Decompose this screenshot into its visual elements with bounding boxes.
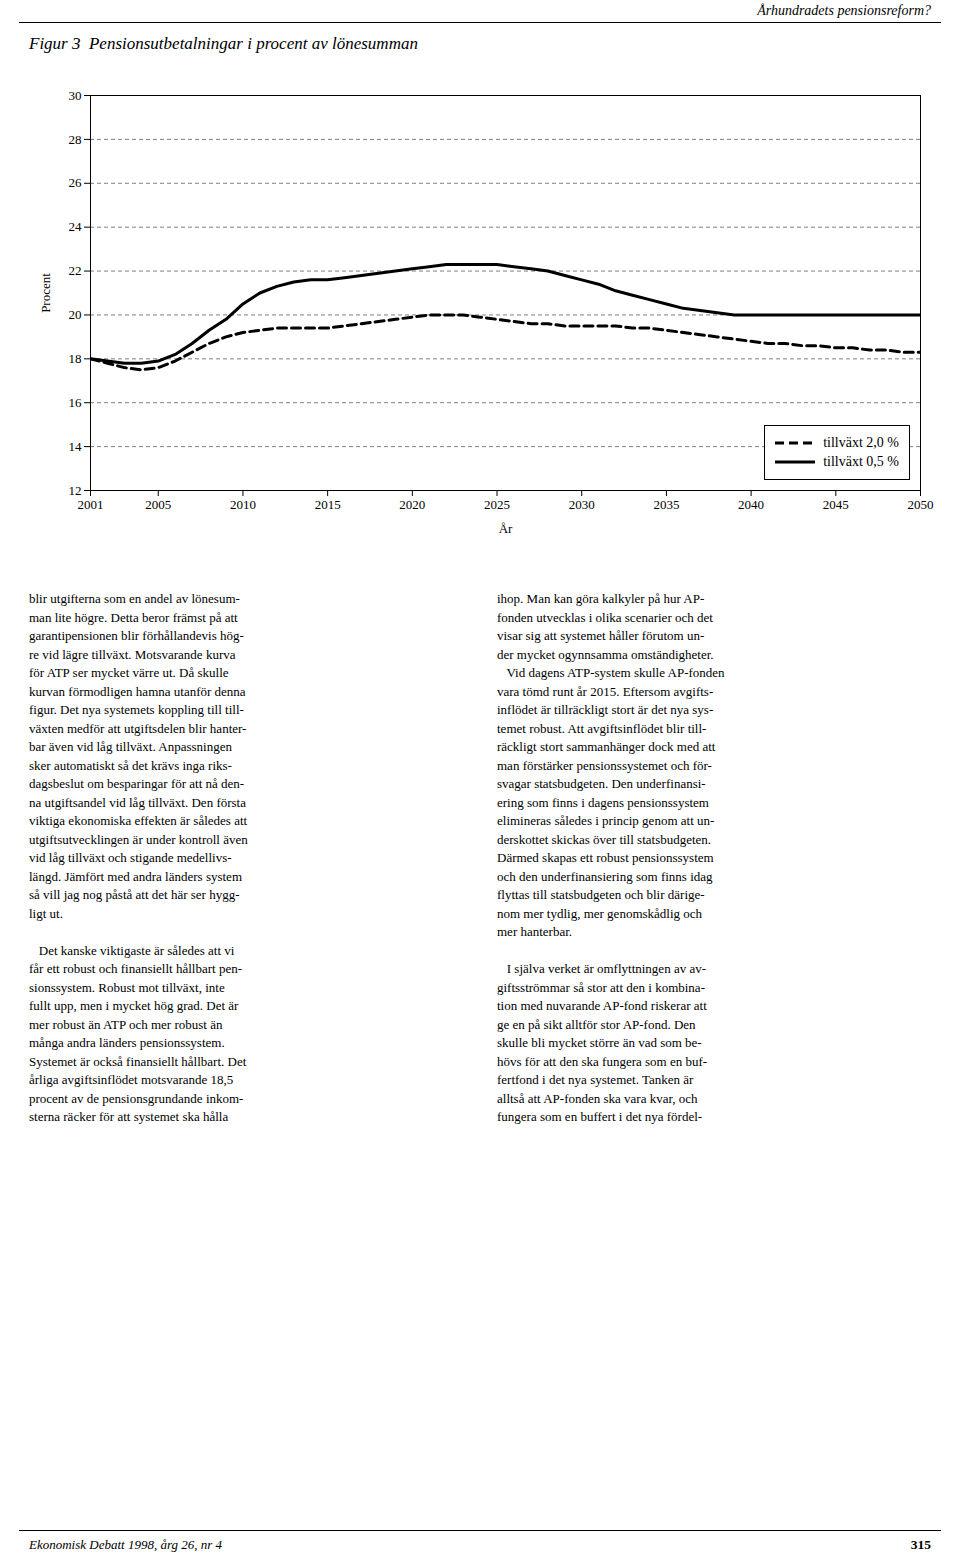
- html-text:många andra länders pensionssy: många andra länders pensionssystem.: [29, 1035, 225, 1050]
- html-text:mer robust än ATP och mer robu: mer robust än ATP och mer robust än: [29, 1016, 223, 1032]
- svg-text:14: 14: [69, 439, 83, 454]
- html-text:ihop. Man kan göra kalkyler på: ihop. Man kan göra kalkyler på hur AP-: [497, 591, 705, 606]
- svg-text:12: 12: [69, 483, 82, 498]
- html-text:vid låg tillväxt och stigande: vid låg tillväxt och stigande medellivs-: [29, 850, 232, 865]
- html-text:Århundradets pensionsreform?: Århundradets pensionsreform?: [757, 3, 931, 18]
- html-text:årliga avgiftsinflödet motsvar: årliga avgiftsinflödet motsvarande 18,5: [29, 1072, 234, 1087]
- html-text:Därmed skapas ett robust pensi: Därmed skapas ett robust pensionssystem: [497, 850, 714, 865]
- html-text:och den underfinansiering som: och den underfinansiering som finns idag: [497, 868, 713, 884]
- html-text:viktiga ekonomiska effekten är: viktiga ekonomiska effekten är således a…: [29, 813, 248, 828]
- html-text:derskottet skickas över till s: derskottet skickas över till statsbudget…: [497, 831, 712, 847]
- svg-text:Procent: Procent: [38, 273, 53, 313]
- html-text:man lite högre. Detta beror fr: man lite högre. Detta beror främst på at…: [29, 609, 238, 625]
- svg-text:2035: 2035: [653, 497, 679, 512]
- svg-text:2005: 2005: [145, 497, 171, 512]
- html-text:fullt upp, men i mycket hög gr: fullt upp, men i mycket hög grad. Det är: [29, 998, 239, 1013]
- html-text:växten medför att utgiftsdelen: växten medför att utgiftsdelen blir hant…: [29, 720, 247, 736]
- svg-text:2040: 2040: [738, 497, 764, 512]
- html-text:dagsbeslut om besparingar för: dagsbeslut om besparingar för att nå den…: [29, 776, 245, 791]
- html-text:längd. Jämfört med andra lände: längd. Jämfört med andra länders system: [29, 868, 242, 884]
- html-text:fertfond i det nya systemet. T: fertfond i det nya systemet. Tanken är: [497, 1072, 694, 1087]
- html-text:Systemet är också finansiellt: Systemet är också finansiellt hållbart. …: [29, 1053, 247, 1069]
- html-text:I själva verket är omflyttning: I själva verket är omflyttningen av av-: [497, 961, 706, 976]
- html-text:fungera som en buffert i det n: fungera som en buffert i det nya fördel-: [497, 1109, 703, 1124]
- html-text:vara tömd runt år 2015. Efters: vara tömd runt år 2015. Eftersom avgifts…: [497, 683, 714, 699]
- html-text:inflödet är tillräckligt stort: inflödet är tillräckligt stort är det ny…: [497, 702, 714, 717]
- html-text:sker automatiskt så det krävs: sker automatiskt så det krävs inga riks-: [29, 757, 232, 773]
- svg-text:2045: 2045: [823, 497, 849, 512]
- html-text:315: 315: [910, 1537, 931, 1552]
- svg-text:18: 18: [69, 351, 82, 366]
- html-text:tillväxt 2,0 %: tillväxt 2,0 %: [823, 435, 899, 450]
- html-text:sterna räcker för att systemet: sterna räcker för att systemet ska hålla: [29, 1109, 229, 1124]
- html-text:ge en på sikt alltför stor AP-: ge en på sikt alltför stor AP-fond. Den: [497, 1016, 696, 1032]
- svg-text:22: 22: [69, 263, 82, 278]
- html-text:na utgiftsandel vid låg tillvä: na utgiftsandel vid låg tillväxt. Den fö…: [29, 794, 246, 810]
- svg-text:År: År: [499, 521, 513, 536]
- html-text:Det kanske viktigaste är såled: Det kanske viktigaste är således att vi: [29, 942, 235, 958]
- html-text:hövs för att den ska fungera s: hövs för att den ska fungera som en buf-: [497, 1053, 708, 1069]
- html-text:nom mer tydlig, mer genomskådl: nom mer tydlig, mer genomskådlig och: [497, 905, 703, 921]
- html-text:Vid dagens ATP-system skulle A: Vid dagens ATP-system skulle AP-fonden: [497, 665, 725, 680]
- html-text:ering som finns i dagens pensi: ering som finns i dagens pensionssystem: [497, 794, 709, 810]
- html-text:för ATP ser mycket värre ut. D: för ATP ser mycket värre ut. Då skulle: [29, 665, 229, 680]
- html-text:ligt ut.: ligt ut.: [29, 905, 63, 921]
- html-text:fonden utvecklas i olika scena: fonden utvecklas i olika scenarier och d…: [497, 609, 713, 625]
- svg-text:2010: 2010: [230, 497, 256, 512]
- html-text:sionssystem. Robust mot tillvä: sionssystem. Robust mot tillväxt, inte: [29, 979, 225, 995]
- svg-text:16: 16: [69, 395, 83, 410]
- html-text:tion med nuvarande AP-fond ris: tion med nuvarande AP-fond riskerar att: [497, 998, 707, 1013]
- html-text:blir utgifterna som en andel a: blir utgifterna som en andel av lönesum-: [29, 591, 240, 606]
- html-text:skulle bli mycket större än va: skulle bli mycket större än vad som be-: [497, 1035, 702, 1050]
- html-text:elimineras således i princip g: elimineras således i princip genom att u…: [497, 813, 715, 828]
- svg-text:30: 30: [69, 88, 82, 103]
- html-text:tillväxt 0,5 %: tillväxt 0,5 %: [823, 454, 899, 469]
- html-text:figur. Det nya systemets koppl: figur. Det nya systemets koppling till t…: [29, 702, 244, 717]
- html-text:re vid lägre tillväxt. Motsvar: re vid lägre tillväxt. Motsvarande kurva: [29, 646, 236, 662]
- svg-text:2050: 2050: [908, 497, 934, 512]
- html-text:giftsströmmar så stor att den: giftsströmmar så stor att den i kombina-: [497, 979, 705, 995]
- svg-text:28: 28: [69, 132, 82, 147]
- svg-text:2015: 2015: [315, 497, 341, 512]
- html-text:temet robust. Att avgiftsinflö: temet robust. Att avgiftsinflödet blir t…: [497, 720, 707, 736]
- html-text:svagar statsbudgeten. Den unde: svagar statsbudgeten. Den underfinansi-: [497, 776, 706, 791]
- svg-text:20: 20: [69, 307, 82, 322]
- html-text:Figur 3 Pensionsutbetalningar: Figur 3 Pensionsutbetalningar i procent …: [29, 34, 418, 53]
- html-text:procent av de pensionsgrundand: procent av de pensionsgrundande inkom-: [29, 1090, 244, 1106]
- html-text:garantipensionen blir förhålla: garantipensionen blir förhållandevis hög…: [29, 628, 244, 643]
- html-text:räckligt stort sammanhänger do: räckligt stort sammanhänger dock med att: [497, 739, 716, 754]
- svg-text:2020: 2020: [399, 497, 425, 512]
- html-text:får ett robust och finansiellt: får ett robust och finansiellt hållbart …: [29, 961, 242, 976]
- html-text:visar sig att systemet håller: visar sig att systemet håller förutom un…: [497, 628, 705, 643]
- svg-text:24: 24: [69, 219, 83, 234]
- html-text:flyttas till statsbudgeten och: flyttas till statsbudgeten och blir däri…: [497, 887, 705, 902]
- html-text:kurvan förmodligen hamna utanf: kurvan förmodligen hamna utanför denna: [29, 683, 246, 699]
- html-text:så vill jag nog påstå att det: så vill jag nog påstå att det här ser hy…: [29, 887, 240, 902]
- html-text:alltså att AP-fonden ska vara: alltså att AP-fonden ska vara kvar, och: [497, 1090, 698, 1106]
- svg-text:2001: 2001: [78, 497, 104, 512]
- html-text:mer hanterbar.: mer hanterbar.: [497, 924, 573, 939]
- html-text:Ekonomisk Debatt 1998, årg 26,: Ekonomisk Debatt 1998, årg 26, nr 4: [29, 1537, 223, 1552]
- svg-text:26: 26: [69, 175, 83, 190]
- html-text:der mycket ogynnsamma omständi: der mycket ogynnsamma omständigheter.: [497, 646, 714, 662]
- html-text:bar även vid låg tillväxt. Anp: bar även vid låg tillväxt. Anpassningen: [29, 739, 232, 754]
- svg-text:2025: 2025: [484, 497, 510, 512]
- html-text:utgiftsutvecklingen är under k: utgiftsutvecklingen är under kontroll äv…: [29, 831, 248, 847]
- html-text:man förstärker pensionssysteme: man förstärker pensionssystemet och för-: [497, 757, 712, 773]
- svg-text:2030: 2030: [569, 497, 595, 512]
